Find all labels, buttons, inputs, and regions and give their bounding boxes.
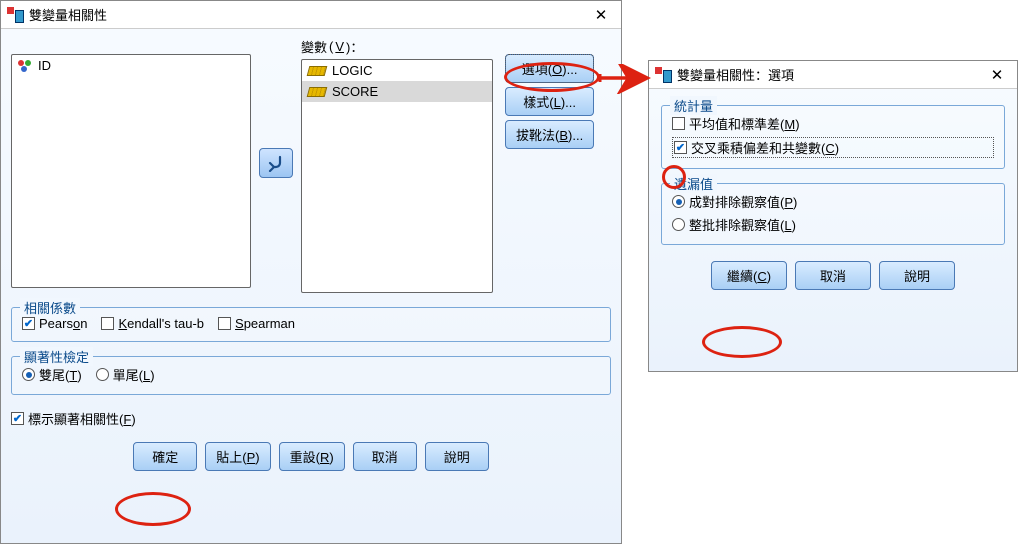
group-legend: 遺漏值 (670, 174, 717, 193)
arrow-back-icon (266, 154, 286, 172)
variables-listbox[interactable]: LOGIC SCORE (301, 59, 493, 293)
pearson-checkbox[interactable]: ✔ Pearson (22, 316, 87, 331)
scale-icon (307, 87, 328, 97)
list-item-label: SCORE (332, 84, 378, 99)
radio-icon (22, 368, 35, 381)
pairwise-radio[interactable]: 成對排除觀察值(P) (672, 192, 994, 211)
list-item[interactable]: LOGIC (302, 60, 492, 81)
checkbox-icon (672, 117, 685, 130)
ok-button[interactable]: 確定 (133, 442, 197, 471)
dialog-title: 雙變量相關性 (29, 5, 587, 24)
close-icon[interactable]: ✕ (983, 64, 1011, 86)
dialog-title: 雙變量相關性：選項 (677, 65, 983, 84)
side-buttons: 選項(O)... 樣式(L)... 拔靴法(B)... (505, 54, 594, 149)
flag-significant-checkbox[interactable]: ✔ 標示顯著相關性(F) (11, 409, 611, 428)
options-button[interactable]: 選項(O)... (505, 54, 594, 83)
list-item[interactable]: SCORE (302, 81, 492, 102)
scale-icon (307, 66, 328, 76)
radio-icon (672, 195, 685, 208)
two-tailed-radio[interactable]: 雙尾(T) (22, 365, 82, 384)
move-button[interactable] (259, 148, 293, 178)
spearman-checkbox[interactable]: Spearman (218, 316, 295, 331)
group-legend: 相關係數 (20, 298, 80, 317)
close-icon[interactable]: ✕ (587, 4, 615, 26)
list-item-label: ID (38, 58, 51, 73)
group-legend: 統計量 (670, 96, 717, 115)
style-button[interactable]: 樣式(L)... (505, 87, 594, 116)
dialog-buttons: 確定 貼上(P) 重設(R) 取消 說明 (11, 442, 611, 471)
statistics-group: 統計量 平均值和標準差(M) ✔ 交叉乘積偏差和共變數(C) (661, 105, 1005, 169)
cancel-button[interactable]: 取消 (353, 442, 417, 471)
app-icon (7, 7, 23, 23)
bivariate-dialog: 雙變量相關性 ✕ ID (0, 0, 622, 544)
radio-icon (96, 368, 109, 381)
list-item-label: LOGIC (332, 63, 372, 78)
checkbox-icon: ✔ (22, 317, 35, 330)
help-button[interactable]: 說明 (879, 261, 955, 290)
cancel-button[interactable]: 取消 (795, 261, 871, 290)
checkbox-icon (218, 317, 231, 330)
continue-button[interactable]: 繼續(C) (711, 261, 787, 290)
checkbox-icon: ✔ (674, 141, 687, 154)
app-icon (655, 67, 671, 83)
titlebar: 雙變量相關性：選項 ✕ (649, 61, 1017, 89)
one-tailed-radio[interactable]: 單尾(L) (96, 365, 155, 384)
help-button[interactable]: 說明 (425, 442, 489, 471)
reset-button[interactable]: 重設(R) (279, 442, 345, 471)
missing-group: 遺漏值 成對排除觀察值(P) 整批排除觀察值(L) (661, 183, 1005, 245)
titlebar: 雙變量相關性 ✕ (1, 1, 621, 29)
options-dialog: 雙變量相關性：選項 ✕ 統計量 平均值和標準差(M) ✔ 交叉乘積偏差和共變數(… (648, 60, 1018, 372)
nominal-icon (18, 59, 32, 73)
variables-label: 變數(V)： (301, 37, 493, 56)
checkbox-icon (101, 317, 114, 330)
dialog-body: 統計量 平均值和標準差(M) ✔ 交叉乘積偏差和共變數(C) 遺漏值 成對排除觀… (649, 89, 1017, 302)
listwise-radio[interactable]: 整批排除觀察值(L) (672, 215, 994, 234)
radio-icon (672, 218, 685, 231)
kendall-checkbox[interactable]: Kendall's tau-b (101, 316, 204, 331)
group-legend: 顯著性檢定 (20, 347, 93, 366)
dialog-body: ID 變數(V)： (1, 29, 621, 481)
crossproduct-checkbox[interactable]: ✔ 交叉乘積偏差和共變數(C) (672, 137, 994, 158)
source-listbox[interactable]: ID (11, 54, 251, 288)
checkbox-icon: ✔ (11, 412, 24, 425)
bootstrap-button[interactable]: 拔靴法(B)... (505, 120, 594, 149)
list-item[interactable]: ID (12, 55, 250, 76)
dialog-buttons: 繼續(C) 取消 說明 (661, 261, 1005, 290)
mean-sd-checkbox[interactable]: 平均值和標準差(M) (672, 114, 994, 133)
coefficients-group: 相關係數 ✔ Pearson Kendall's tau-b Spearman (11, 307, 611, 342)
significance-group: 顯著性檢定 雙尾(T) 單尾(L) (11, 356, 611, 395)
paste-button[interactable]: 貼上(P) (205, 442, 270, 471)
